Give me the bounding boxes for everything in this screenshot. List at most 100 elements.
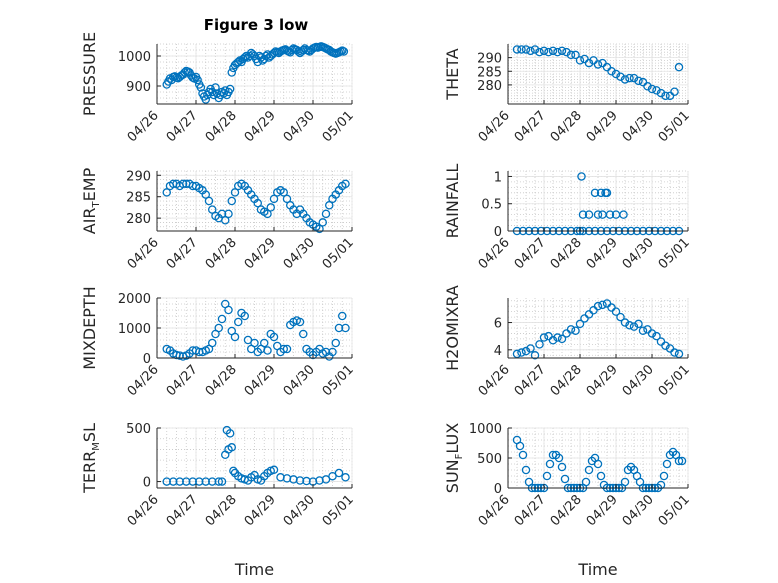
data-point [269,194,279,204]
data-point [217,477,227,486]
data-point [557,46,567,56]
y-axis-label: MIXDEPTH [80,286,99,369]
data-point [321,209,331,219]
data-point [318,218,327,227]
y-tick-label: 1000 [118,50,151,65]
data-point [674,456,684,466]
data-point [629,322,639,331]
data-point [224,305,233,315]
data-point [535,47,544,57]
y-axis-label: AIRTEMP [80,167,102,234]
data-point [598,300,607,310]
data-point [194,477,204,486]
y-tick-label: 1000 [469,422,502,437]
data-point [207,477,217,486]
data-point [214,477,223,486]
y-axis-label: TERRMSL [80,423,102,494]
data-point [328,471,337,481]
data-point [225,429,235,438]
data-point [211,83,220,92]
y-tick-label: 500 [126,422,151,437]
data-point [593,301,603,311]
data-point [670,348,679,357]
grid-lines [507,298,689,358]
data-point [578,210,588,219]
data-point [328,347,337,357]
data-point [240,311,249,321]
data-point [515,441,525,451]
data-point [217,314,227,324]
data-point [539,333,549,342]
data-point [517,45,526,54]
data-point [263,209,272,219]
data-point [590,188,600,198]
data-point [575,56,585,65]
data-point [282,344,292,354]
data-point [545,459,555,469]
data-point [560,474,570,484]
data-point [647,329,657,338]
data-point [542,471,552,481]
data-point [652,331,661,341]
data-point [279,188,288,197]
data-point [341,179,350,189]
data-point [677,456,687,466]
data-point [315,224,324,234]
data-point [230,188,240,197]
y-tick-label: 1 [494,170,502,185]
data-point [526,46,535,56]
y-tick-label: 2000 [118,292,151,307]
data-point [162,477,171,486]
data-point [334,323,344,333]
data-point [517,348,526,357]
data-point [253,198,262,208]
data-point [652,86,661,95]
data-point [634,76,643,86]
data-point [521,45,531,54]
data-point [584,210,594,219]
data-point [339,47,349,56]
data-point [196,83,206,92]
data-point [619,210,628,219]
data-point [240,53,249,62]
data-point [554,453,564,463]
data-point [625,321,634,330]
data-point [168,477,178,486]
data-point [230,332,240,342]
data-point [298,329,308,339]
grid-lines [156,170,353,232]
data-point [227,443,236,452]
data-point [233,317,243,327]
data-point [334,468,344,478]
data-point [512,45,522,54]
data-point [250,338,259,348]
data-point [557,334,567,344]
data-point [670,87,679,96]
grid-lines [507,170,689,232]
data-point [193,75,202,85]
data-point [548,336,558,345]
data-point [638,326,648,335]
data-point [227,196,236,206]
data-point [337,311,347,321]
y-axis-label: RAINFALL [443,164,462,239]
data-point [201,477,210,486]
data-point [341,473,350,482]
data-point [181,477,191,486]
x-axis-label: Time [234,560,274,579]
data-point [674,62,684,72]
data-point [295,317,305,327]
y-tick-label: 285 [126,191,151,206]
data-point [616,312,625,322]
y-tick-label: 0 [494,482,502,497]
data-point [282,194,292,204]
data-point [634,319,643,329]
data-point [593,210,603,219]
data-point [269,332,279,342]
data-point [220,216,230,225]
data-point [659,471,669,481]
y-tick-label: 0 [143,352,151,367]
data-point [266,203,275,212]
